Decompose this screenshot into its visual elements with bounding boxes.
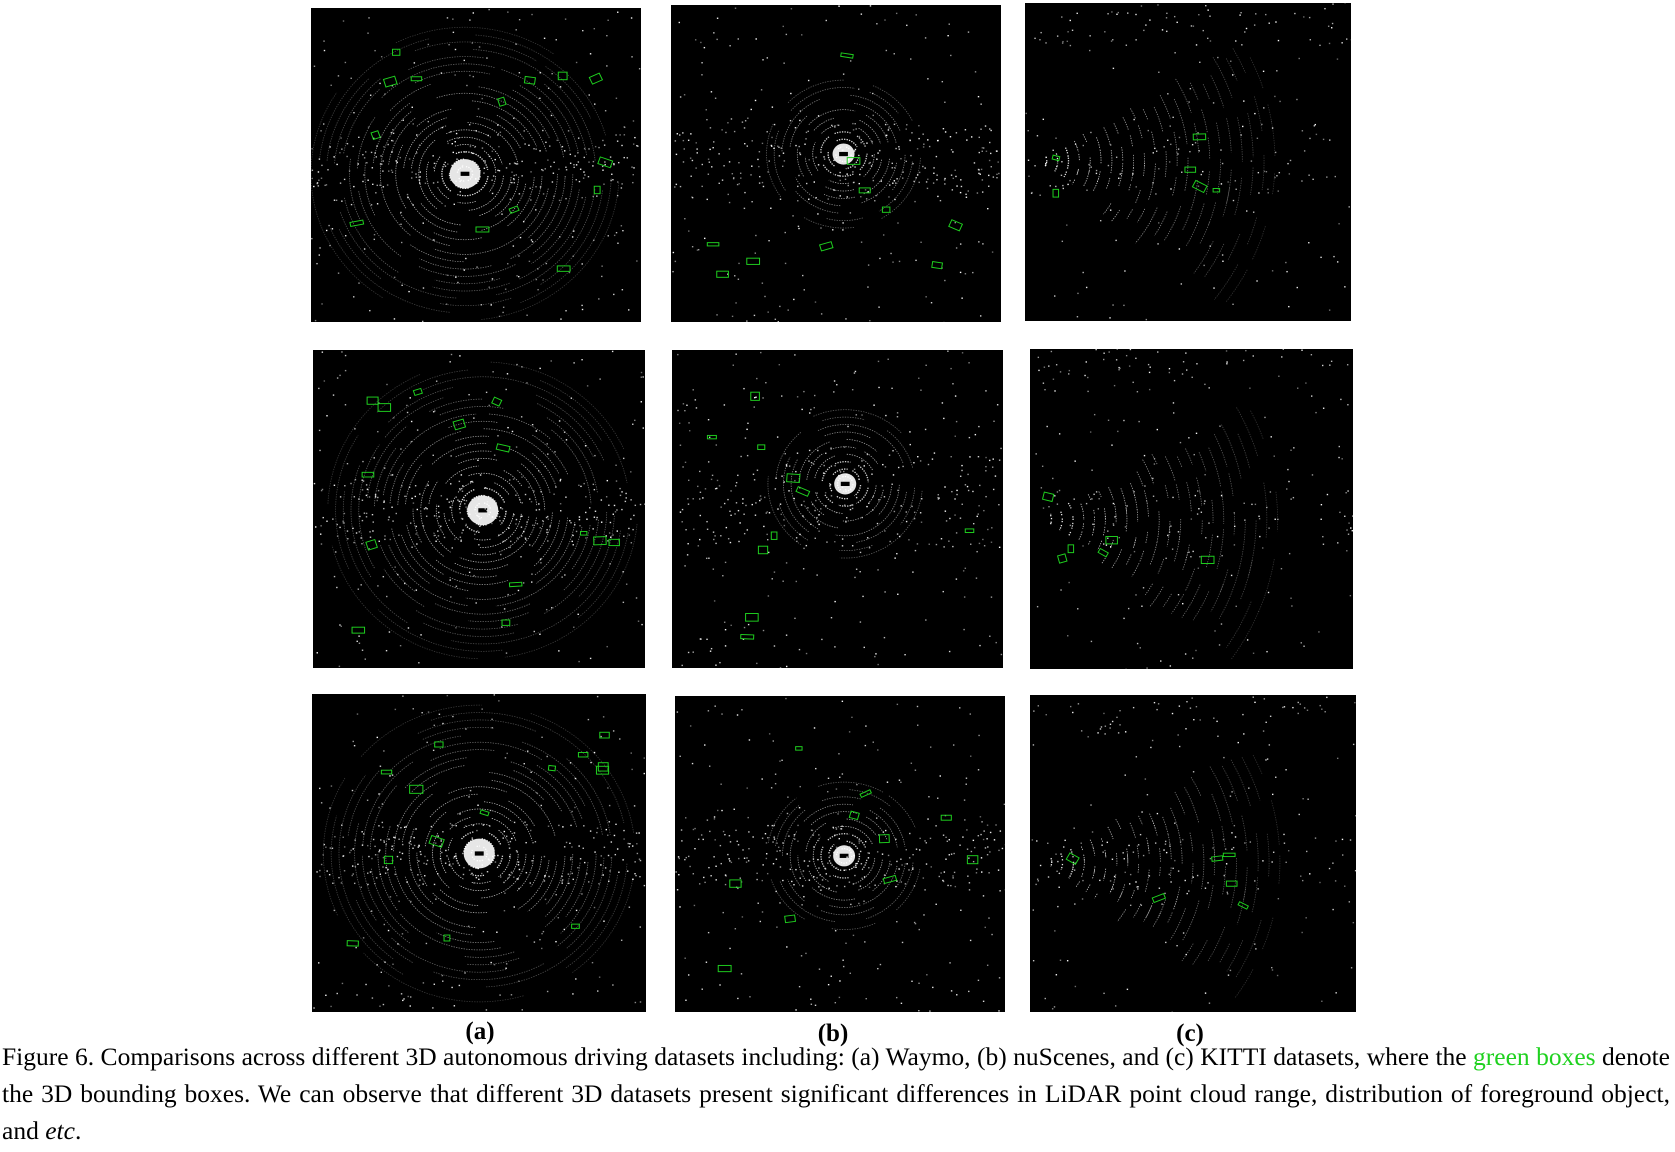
point-cloud-render <box>675 697 1005 1012</box>
subfigure-label-b: (b) <box>817 1020 849 1047</box>
lidar-panel-a3 <box>312 694 646 1012</box>
lidar-panel-c2 <box>1030 349 1353 669</box>
point-cloud-render <box>1025 3 1351 321</box>
lidar-panel-c3 <box>1030 695 1356 1012</box>
caption-text-3: . <box>74 1116 82 1145</box>
point-cloud-render <box>677 350 1003 668</box>
caption-text-2: denote the 3D bounding boxes. We can obs… <box>2 1042 1670 1145</box>
lidar-panel-b1 <box>671 5 1001 322</box>
lidar-panel-a2 <box>313 350 645 668</box>
subfigure-label-a: (a) <box>465 1018 495 1045</box>
caption-etc: etc <box>45 1116 75 1145</box>
subfigure-label-c: (c) <box>1176 1020 1204 1047</box>
point-cloud-render <box>1035 349 1353 669</box>
lidar-panel-a1 <box>311 8 641 322</box>
point-cloud-render <box>313 694 646 1011</box>
lidar-panel-b2 <box>672 350 1003 668</box>
lidar-panel-c1 <box>1025 3 1351 321</box>
point-cloud-render <box>313 350 645 668</box>
lidar-panel-b3 <box>675 696 1005 1012</box>
point-cloud-render <box>1031 696 1356 1012</box>
caption-green-boxes: green boxes <box>1473 1042 1596 1071</box>
point-cloud-render <box>311 8 641 322</box>
point-cloud-render <box>672 5 1000 322</box>
caption-text-1: Figure 6. Comparisons across different 3… <box>2 1042 1474 1071</box>
figure-caption: Figure 6. Comparisons across different 3… <box>2 1038 1670 1149</box>
